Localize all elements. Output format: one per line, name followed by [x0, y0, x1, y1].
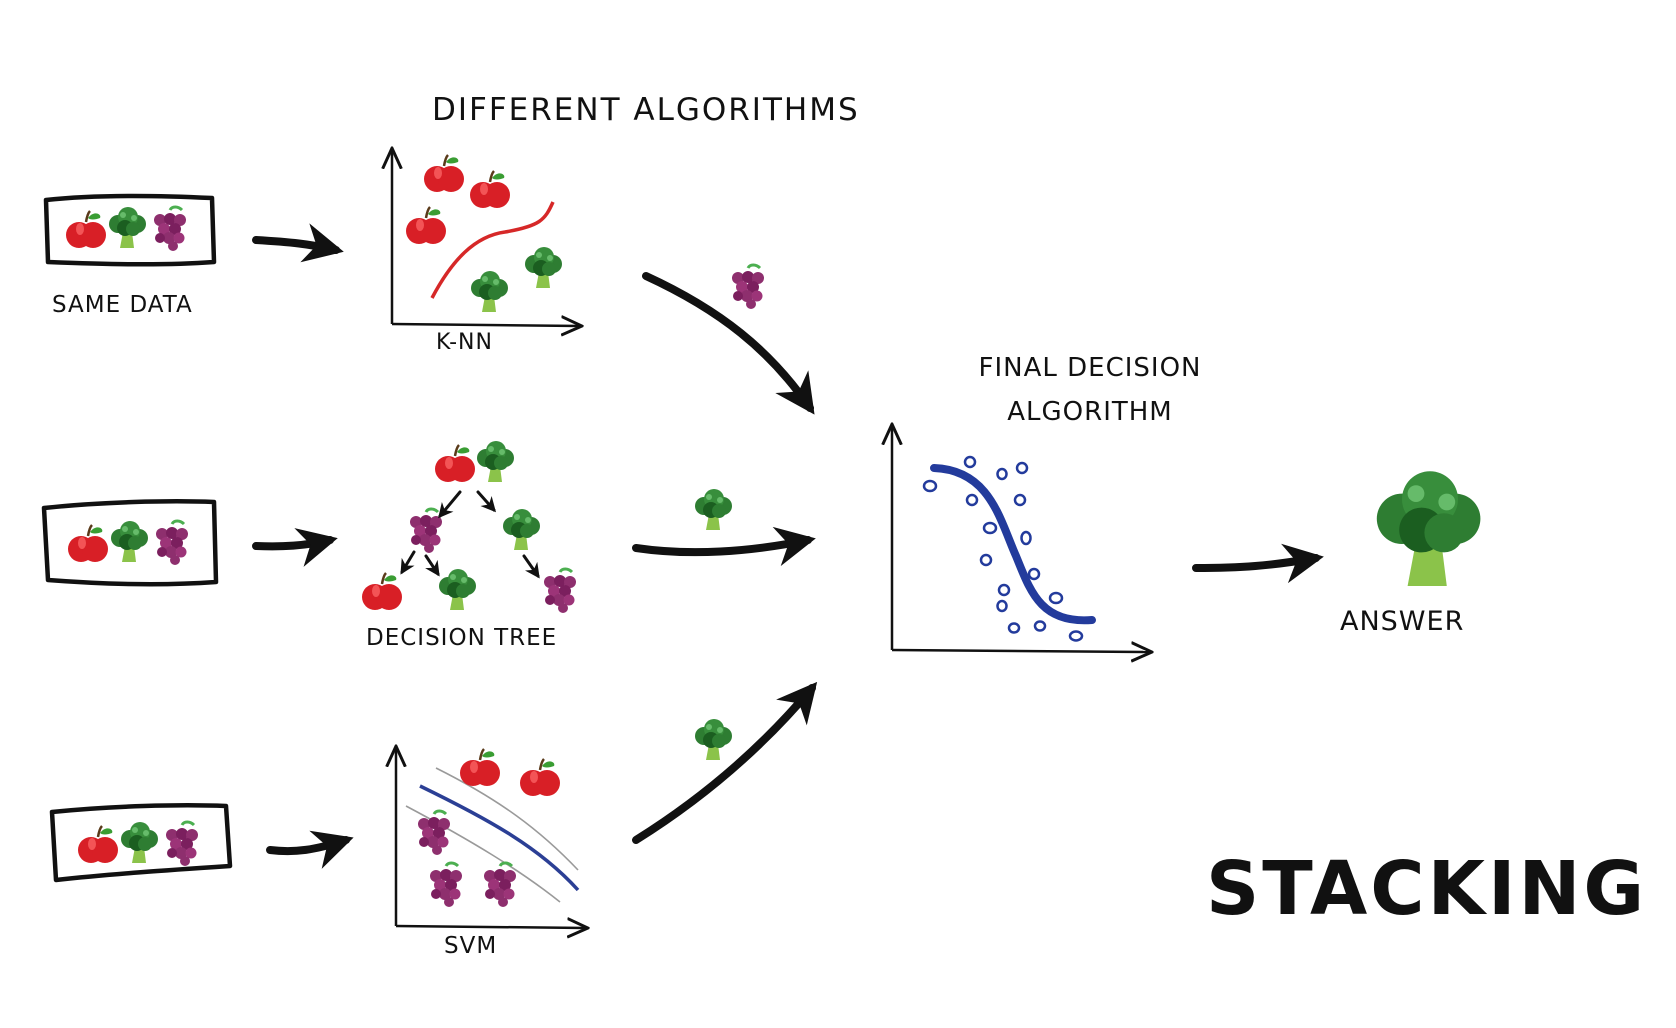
final-data-points — [922, 455, 1084, 642]
data-box-1 — [43, 193, 217, 267]
input-arrows — [252, 223, 354, 869]
arrow-to-svm — [266, 830, 354, 869]
broccoli-icon — [111, 521, 148, 562]
tree-edge — [400, 550, 416, 575]
stacking-label: STACKING — [1206, 846, 1648, 932]
broccoli-icon — [525, 247, 562, 288]
arrow-knn-to-final — [642, 272, 815, 415]
grapes-icon — [482, 861, 518, 909]
knn-label: K-NN — [436, 330, 493, 355]
grapes-icon — [730, 263, 766, 311]
answer-broccoli-icon — [1376, 471, 1481, 586]
tree-edge — [476, 490, 496, 513]
svm-label: SVM — [444, 933, 498, 959]
broccoli-icon — [471, 271, 508, 312]
svm-hyperplane — [419, 784, 580, 892]
broccoli-icon — [439, 569, 476, 610]
arrow-to-knn — [252, 223, 344, 263]
apple-icon — [458, 747, 502, 788]
tree-edge — [424, 554, 440, 577]
final-decision-line1: FINAL DECISION — [978, 353, 1202, 383]
knn-x-axis — [391, 324, 580, 326]
knn-plot — [392, 150, 580, 326]
broccoli-icon — [695, 489, 732, 530]
same-data-label: SAME DATA — [52, 292, 193, 318]
final-decision-label: FINAL DECISION ALGORITHM — [930, 346, 1250, 434]
broccoli-icon — [695, 719, 732, 760]
arrow-tree-to-final — [632, 526, 816, 567]
output-arrows — [632, 272, 818, 844]
data-box-2 — [41, 499, 219, 587]
grapes-icon — [542, 567, 578, 615]
grapes-icon — [154, 519, 190, 567]
broccoli-icon — [109, 207, 146, 248]
grapes-icon — [152, 205, 188, 253]
apple-icon — [76, 824, 120, 865]
svm-plot — [396, 748, 586, 928]
final-x-axis — [891, 650, 1150, 652]
answer-label: ANSWER — [1340, 606, 1465, 637]
decision-tree — [360, 441, 578, 615]
apple-icon — [433, 443, 477, 484]
final-decision-line2: ALGORITHM — [1007, 397, 1173, 427]
tree-edge — [522, 554, 540, 579]
broccoli-icon — [121, 822, 158, 863]
knn-boundary-curve — [430, 201, 555, 299]
broccoli-icon — [477, 441, 514, 482]
data-box-3 — [49, 803, 233, 883]
svm-margin-line — [435, 767, 579, 871]
arrow-to-answer — [1192, 543, 1324, 584]
apple-icon — [404, 205, 448, 246]
arrow-to-tree — [252, 528, 338, 567]
grapes-icon — [428, 861, 464, 909]
svm-margin-line — [405, 805, 561, 903]
apple-icon — [66, 523, 110, 564]
svm-x-axis — [395, 926, 586, 928]
final-decision-plot — [892, 426, 1150, 652]
diagram-title: DIFFERENT ALGORITHMS — [432, 92, 860, 128]
decision-tree-label: DECISION TREE — [366, 625, 558, 651]
grapes-icon — [408, 507, 444, 555]
arrow-svm-to-final — [632, 681, 818, 844]
final-sigmoid-curve — [930, 464, 1096, 625]
apple-icon — [360, 571, 404, 612]
apple-icon — [518, 757, 562, 798]
apple-icon — [64, 209, 108, 250]
tree-edge — [438, 490, 462, 519]
grapes-icon — [164, 820, 200, 868]
grapes-icon — [416, 809, 452, 857]
broccoli-icon — [503, 509, 540, 550]
apple-icon — [422, 153, 466, 194]
apple-icon — [468, 169, 512, 210]
